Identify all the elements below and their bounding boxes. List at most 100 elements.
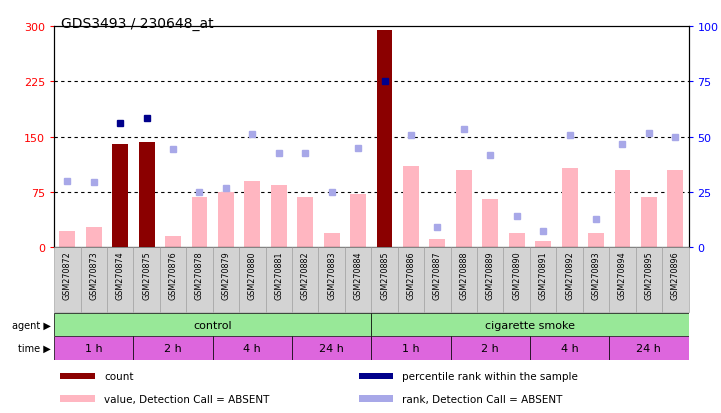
Bar: [456, 171, 472, 248]
Text: 24 h: 24 h: [637, 343, 661, 354]
Bar: [138, 142, 154, 248]
Bar: [358, 396, 393, 401]
Bar: [403, 167, 419, 248]
Bar: [59, 232, 75, 248]
Bar: [398, 248, 424, 312]
Text: GSM270885: GSM270885: [380, 251, 389, 299]
Bar: [112, 145, 128, 248]
Bar: [297, 198, 313, 248]
Text: GSM270896: GSM270896: [671, 251, 680, 299]
Bar: [54, 248, 81, 312]
Bar: [636, 248, 662, 312]
Bar: [482, 200, 498, 248]
Bar: [371, 248, 398, 312]
Bar: [477, 248, 503, 312]
Bar: [530, 337, 609, 360]
Text: 1 h: 1 h: [402, 343, 420, 354]
Text: GSM270893: GSM270893: [591, 251, 601, 299]
Bar: [265, 248, 292, 312]
Bar: [345, 248, 371, 312]
Text: 4 h: 4 h: [561, 343, 578, 354]
Bar: [186, 248, 213, 312]
Bar: [133, 337, 213, 360]
Bar: [557, 248, 583, 312]
Text: GSM270894: GSM270894: [618, 251, 627, 299]
Bar: [86, 227, 102, 248]
Text: GSM270880: GSM270880: [248, 251, 257, 299]
Bar: [350, 194, 366, 248]
Bar: [614, 171, 630, 248]
Bar: [588, 233, 604, 248]
Text: GSM270886: GSM270886: [407, 251, 415, 299]
Bar: [668, 171, 684, 248]
Bar: [609, 248, 636, 312]
Bar: [292, 337, 371, 360]
Bar: [371, 313, 689, 337]
Bar: [54, 337, 133, 360]
Text: GSM270878: GSM270878: [195, 251, 204, 299]
Bar: [81, 248, 107, 312]
Text: GSM270881: GSM270881: [274, 251, 283, 299]
Bar: [530, 248, 557, 312]
Text: GSM270872: GSM270872: [63, 251, 72, 300]
Bar: [376, 31, 392, 248]
Text: time ▶: time ▶: [18, 343, 50, 354]
Text: GSM270874: GSM270874: [115, 251, 125, 299]
Bar: [292, 248, 319, 312]
Text: GSM270883: GSM270883: [327, 251, 336, 299]
Text: rank, Detection Call = ABSENT: rank, Detection Call = ABSENT: [402, 394, 563, 404]
Bar: [271, 185, 287, 248]
Bar: [54, 313, 371, 337]
Bar: [424, 248, 451, 312]
Bar: [451, 337, 530, 360]
Bar: [662, 248, 689, 312]
Text: GSM270882: GSM270882: [301, 251, 310, 299]
Bar: [451, 248, 477, 312]
Text: 2 h: 2 h: [164, 343, 182, 354]
Bar: [165, 237, 181, 248]
Text: GSM270884: GSM270884: [353, 251, 363, 299]
Text: percentile rank within the sample: percentile rank within the sample: [402, 371, 578, 381]
Text: 4 h: 4 h: [244, 343, 261, 354]
Bar: [641, 198, 657, 248]
Bar: [213, 248, 239, 312]
Bar: [609, 337, 689, 360]
Bar: [371, 337, 451, 360]
Bar: [160, 248, 186, 312]
Bar: [218, 192, 234, 248]
Text: GSM270889: GSM270889: [486, 251, 495, 299]
Bar: [319, 248, 345, 312]
Bar: [535, 242, 551, 248]
Bar: [244, 181, 260, 248]
Text: 1 h: 1 h: [85, 343, 102, 354]
Bar: [358, 373, 393, 379]
Bar: [61, 396, 94, 401]
Text: cigarette smoke: cigarette smoke: [485, 320, 575, 330]
Text: GSM270875: GSM270875: [142, 251, 151, 300]
Text: GSM270879: GSM270879: [221, 251, 231, 300]
Bar: [562, 169, 578, 248]
Bar: [133, 248, 160, 312]
Text: GSM270873: GSM270873: [89, 251, 98, 299]
Bar: [324, 233, 340, 248]
Text: GSM270891: GSM270891: [539, 251, 548, 299]
Bar: [583, 248, 609, 312]
Text: GSM270887: GSM270887: [433, 251, 442, 299]
Bar: [107, 248, 133, 312]
Text: GSM270876: GSM270876: [169, 251, 177, 299]
Bar: [503, 248, 530, 312]
Text: 24 h: 24 h: [319, 343, 344, 354]
Text: control: control: [193, 320, 232, 330]
Text: GSM270895: GSM270895: [645, 251, 653, 300]
Text: GSM270890: GSM270890: [512, 251, 521, 299]
Text: count: count: [105, 371, 133, 381]
Bar: [430, 239, 446, 248]
Bar: [61, 373, 94, 379]
Bar: [509, 233, 525, 248]
Text: GSM270892: GSM270892: [565, 251, 574, 300]
Bar: [239, 248, 265, 312]
Text: GDS3493 / 230648_at: GDS3493 / 230648_at: [61, 17, 214, 31]
Bar: [213, 337, 292, 360]
Text: GSM270888: GSM270888: [459, 251, 469, 299]
Text: agent ▶: agent ▶: [12, 320, 50, 330]
